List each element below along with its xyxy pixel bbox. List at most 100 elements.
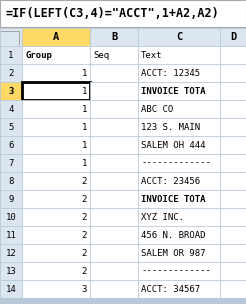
Bar — [220, 82, 246, 100]
Bar — [220, 172, 246, 190]
Bar — [90, 28, 138, 46]
Text: 1: 1 — [82, 105, 87, 113]
Text: 456 N. BROAD: 456 N. BROAD — [141, 230, 205, 240]
Text: 2: 2 — [82, 212, 87, 222]
Text: B: B — [111, 32, 117, 42]
Text: 7: 7 — [8, 158, 14, 168]
Bar — [138, 118, 220, 136]
Bar — [90, 64, 138, 82]
Text: 3: 3 — [8, 87, 14, 95]
Text: -------------: ------------- — [141, 158, 211, 168]
Bar — [0, 100, 22, 118]
Bar — [22, 64, 90, 82]
Bar — [22, 118, 90, 136]
Text: 14: 14 — [6, 285, 16, 293]
Bar — [90, 82, 138, 100]
Bar — [220, 154, 246, 172]
Text: ACCT: 34567: ACCT: 34567 — [141, 285, 200, 293]
Bar — [22, 190, 90, 208]
Bar — [90, 226, 138, 244]
Text: 11: 11 — [6, 230, 16, 240]
Bar — [0, 172, 22, 190]
Bar — [220, 28, 246, 46]
Bar — [90, 136, 138, 154]
Bar — [0, 0, 246, 27]
Text: 10: 10 — [6, 212, 16, 222]
Bar — [22, 154, 90, 172]
Bar — [22, 136, 90, 154]
Text: 1: 1 — [82, 123, 87, 132]
Bar — [0, 82, 22, 100]
Text: Group: Group — [25, 50, 52, 60]
Bar — [0, 226, 22, 244]
Bar — [0, 46, 22, 64]
Bar — [22, 82, 90, 100]
Bar — [220, 208, 246, 226]
Bar — [0, 208, 22, 226]
Text: 123 S. MAIN: 123 S. MAIN — [141, 123, 200, 132]
Text: 3: 3 — [82, 285, 87, 293]
Text: 5: 5 — [8, 123, 14, 132]
Bar — [220, 118, 246, 136]
Bar — [138, 100, 220, 118]
Text: A: A — [53, 32, 59, 42]
Bar — [90, 208, 138, 226]
Text: 12: 12 — [6, 248, 16, 257]
Bar — [0, 262, 22, 280]
Bar — [138, 64, 220, 82]
Bar — [90, 154, 138, 172]
Bar — [138, 154, 220, 172]
Text: D: D — [230, 32, 236, 42]
Bar — [220, 244, 246, 262]
Text: 9: 9 — [8, 195, 14, 203]
Bar — [22, 280, 90, 298]
Text: 1: 1 — [82, 87, 87, 95]
Bar — [220, 46, 246, 64]
Bar — [90, 172, 138, 190]
Bar — [22, 208, 90, 226]
Bar — [0, 28, 22, 46]
Bar — [138, 28, 220, 46]
Bar — [22, 226, 90, 244]
Text: Text: Text — [141, 50, 163, 60]
Bar — [138, 82, 220, 100]
Bar — [0, 190, 22, 208]
Text: SALEM OR 987: SALEM OR 987 — [141, 248, 205, 257]
Bar — [138, 280, 220, 298]
Text: Seq: Seq — [93, 50, 109, 60]
Bar — [90, 190, 138, 208]
Bar — [90, 118, 138, 136]
Text: INVOICE TOTA: INVOICE TOTA — [141, 195, 205, 203]
Bar — [220, 136, 246, 154]
Bar — [90, 100, 138, 118]
Text: 13: 13 — [6, 267, 16, 275]
Bar — [22, 28, 90, 46]
Text: 2: 2 — [82, 195, 87, 203]
Text: ACCT: 23456: ACCT: 23456 — [141, 177, 200, 185]
Bar — [22, 262, 90, 280]
Text: 1: 1 — [82, 158, 87, 168]
Text: 1: 1 — [8, 50, 14, 60]
Bar — [138, 46, 220, 64]
Bar — [138, 244, 220, 262]
Bar — [22, 100, 90, 118]
Bar — [22, 244, 90, 262]
Text: ACCT: 12345: ACCT: 12345 — [141, 68, 200, 78]
Bar — [90, 262, 138, 280]
Bar — [138, 226, 220, 244]
Text: 2: 2 — [8, 68, 14, 78]
Bar — [22, 172, 90, 190]
Bar — [220, 280, 246, 298]
Bar — [220, 226, 246, 244]
Bar — [0, 244, 22, 262]
Text: ABC CO: ABC CO — [141, 105, 173, 113]
Bar — [220, 100, 246, 118]
Text: -------------: ------------- — [141, 267, 211, 275]
Bar — [220, 262, 246, 280]
Text: XYZ INC.: XYZ INC. — [141, 212, 184, 222]
Text: 4: 4 — [8, 105, 14, 113]
Bar — [0, 280, 22, 298]
Bar — [90, 244, 138, 262]
Text: 1: 1 — [82, 68, 87, 78]
Bar — [220, 190, 246, 208]
